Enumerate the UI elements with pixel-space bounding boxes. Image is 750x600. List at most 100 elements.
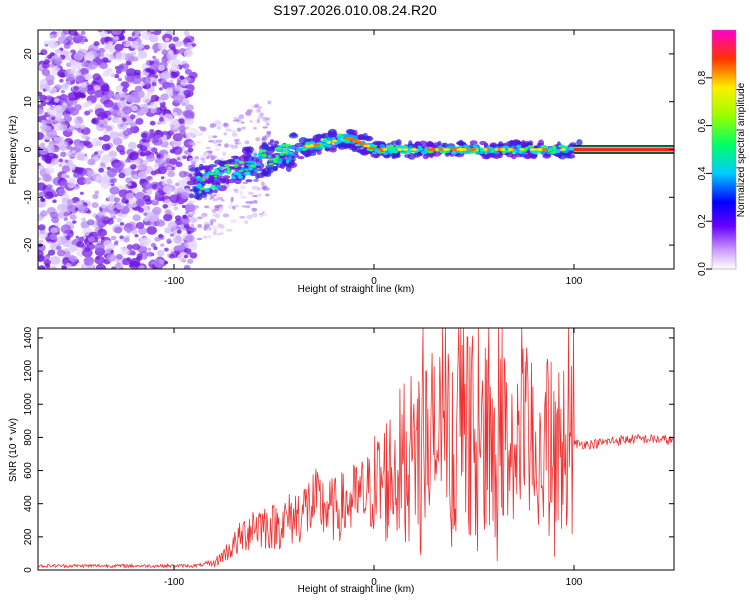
noise-speck <box>251 207 258 212</box>
noise-speck <box>53 97 60 103</box>
noise-speck <box>171 70 180 78</box>
noise-speck <box>257 115 262 120</box>
noise-speck <box>201 158 206 164</box>
noise-speck <box>165 87 174 94</box>
noise-speck <box>56 249 66 257</box>
noise-speck <box>122 129 131 137</box>
noise-speck <box>102 70 111 77</box>
noise-speck <box>257 193 262 196</box>
noise-speck <box>62 232 68 237</box>
noise-speck <box>76 116 82 121</box>
colorbar-tick-label: 0.0 <box>697 262 708 276</box>
snr-y-tick-label: 1200 <box>23 360 34 383</box>
noise-speck <box>150 242 157 248</box>
ridge-core <box>379 144 385 149</box>
noise-speck <box>38 265 46 269</box>
ridge-core <box>555 149 561 154</box>
noise-speck <box>57 35 68 45</box>
noise-speck <box>224 143 229 148</box>
ridge-core <box>256 155 264 160</box>
ridge-core <box>214 170 220 174</box>
ridge-peak <box>410 148 418 151</box>
noise-speck <box>38 191 46 198</box>
noise-speck <box>140 107 149 114</box>
noise-speck <box>164 209 172 215</box>
noise-speck <box>138 227 147 235</box>
noise-speck <box>144 103 149 108</box>
noise-speck <box>114 240 119 244</box>
noise-speck <box>239 190 244 196</box>
noise-speck <box>245 111 252 116</box>
noise-speck <box>51 116 56 120</box>
noise-speck <box>39 147 49 155</box>
noise-speck <box>182 155 187 160</box>
noise-speck <box>152 30 162 36</box>
noise-speck <box>64 83 69 87</box>
noise-speck <box>201 212 208 218</box>
noise-speck <box>184 254 189 259</box>
noise-speck <box>149 102 159 110</box>
ridge-core <box>237 175 243 180</box>
noise-speck <box>197 216 203 219</box>
noise-speck <box>80 30 86 35</box>
noise-speck <box>57 213 65 219</box>
ridge-core <box>502 145 509 149</box>
noise-speck <box>129 114 136 120</box>
ridge-peak <box>377 148 384 151</box>
noise-speck <box>109 179 115 184</box>
ridge-peak <box>560 148 566 151</box>
ridge-core <box>275 154 280 159</box>
noise-speck <box>108 150 117 158</box>
ridge-band <box>351 129 358 136</box>
noise-speck <box>91 117 100 125</box>
noise-speck <box>70 61 81 70</box>
noise-speck <box>212 225 220 230</box>
noise-speck <box>67 92 79 101</box>
noise-speck <box>265 193 270 197</box>
noise-speck <box>191 141 197 147</box>
noise-speck <box>139 145 148 152</box>
noise-speck <box>38 153 42 157</box>
noise-speck <box>158 77 167 85</box>
noise-speck <box>168 43 176 50</box>
ridge-band <box>542 153 552 159</box>
noise-speck <box>109 186 120 195</box>
noise-speck <box>135 198 145 207</box>
noise-speck <box>147 175 152 180</box>
noise-speck <box>87 158 96 166</box>
noise-speck <box>118 132 124 137</box>
ridge-core <box>217 172 223 176</box>
noise-speck <box>131 229 138 235</box>
ridge-core <box>275 146 282 151</box>
noise-speck <box>164 37 170 42</box>
ridge-core <box>557 144 565 148</box>
noise-speck <box>216 233 221 236</box>
noise-speck <box>189 212 193 216</box>
noise-speck <box>183 264 191 269</box>
noise-speck <box>200 154 206 159</box>
noise-speck <box>52 199 57 203</box>
noise-speck <box>115 85 124 92</box>
ridge-peak <box>438 148 445 151</box>
ridge-band <box>220 161 226 167</box>
colorbar: 0.0 0.2 0.4 0.6 0.8 Normalized spectral ampl… <box>697 29 747 276</box>
noise-speck <box>75 70 82 76</box>
noise-speck <box>106 168 118 178</box>
noise-speck <box>149 129 155 134</box>
snr-y-label: SNR (10 * v/v) <box>8 418 19 482</box>
ridge-core <box>277 150 284 153</box>
noise-speck <box>115 253 123 260</box>
noise-speck <box>71 150 76 154</box>
noise-speck <box>222 151 226 156</box>
noise-speck <box>132 225 138 230</box>
noise-speck <box>75 92 83 98</box>
noise-speck <box>73 86 80 91</box>
ridge-band <box>213 189 218 194</box>
noise-speck <box>262 185 268 189</box>
ridge-core <box>288 151 294 155</box>
noise-speck <box>147 247 152 251</box>
noise-speck <box>100 203 107 209</box>
noise-speck <box>174 215 182 221</box>
spectrogram-y-tick-label: 10 <box>23 96 34 108</box>
noise-speck <box>261 211 265 214</box>
